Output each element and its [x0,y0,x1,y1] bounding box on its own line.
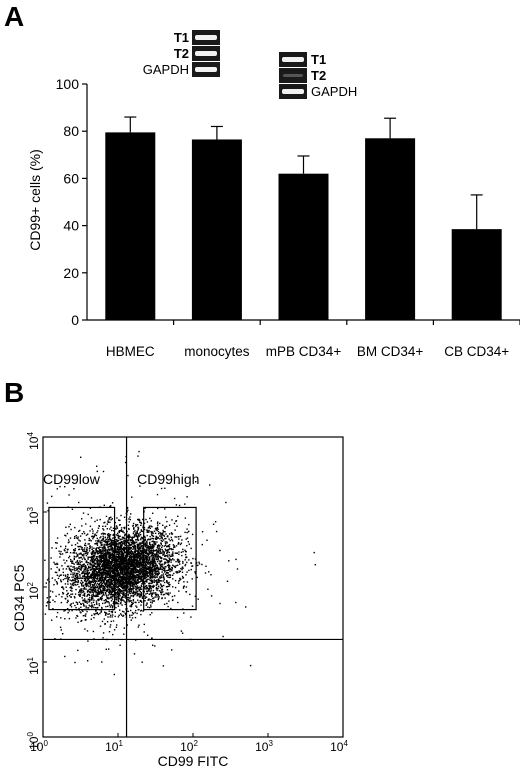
bar-y-axis-label: CD99+ cells (%) [27,149,43,251]
bar-category-label: mPB CD34+ [266,344,342,359]
bar-y-tick-label: 100 [56,76,80,92]
gel-band [282,89,304,94]
gel-band [282,57,304,62]
gel-band-faint [283,74,303,77]
gel-row-label: T2 [311,68,326,83]
bar-category-label: BM CD34+ [357,344,424,359]
flow-y-tick-label: 104 [26,432,41,450]
bar-y-tick-label: 80 [63,123,79,139]
gel-row-label: T1 [311,52,326,67]
flow-x-axis-label: CD99 FITC [158,753,229,769]
bar-cb-cd34- [452,229,502,320]
bar-hbmec [105,132,155,320]
bar-category-label: HBMEC [106,344,155,359]
flow-y-axis-label: CD34 PC5 [11,564,27,631]
flow-y-tick-label: 103 [26,507,41,525]
gel-row-label: GAPDH [311,84,357,99]
bar-y-tick-label: 20 [63,265,79,281]
panel-b-letter: B [4,377,24,408]
flow-x-tick-label: 104 [330,739,348,754]
gate-label-cd99high: CD99high [137,471,199,487]
bar-y-tick-label: 40 [63,218,79,234]
bar-mpb-cd34- [279,174,329,320]
bar-category-label: CB CD34+ [444,344,509,359]
gel-band [195,35,217,40]
flow-x-tick-label: 103 [255,739,273,754]
panel-a-letter: A [4,1,24,32]
gel-row-label: T1 [174,30,189,45]
flow-y-tick-label: 101 [26,657,41,675]
flow-x-tick-label: 102 [180,739,198,754]
gel-band [195,67,217,72]
flow-x-tick-label: 101 [105,739,123,754]
gel-band [195,51,217,56]
gel-row-label: GAPDH [143,62,189,77]
gate-label-cd99low: CD99low [43,471,101,487]
flow-y-tick-label: 100 [26,732,41,750]
flow-cytometry-plot: CD99 FITC CD34 PC5 CD99low CD99high 100 101… [11,432,348,769]
bar-y-tick-label: 0 [71,312,79,328]
bar-category-label: monocytes [184,344,250,359]
gel-row-label: T2 [174,46,189,61]
bar-y-tick-label: 60 [63,170,79,186]
bar-bm-cd34- [365,138,415,320]
bar-chart: CD99+ cells (%) 0 20 40 60 80 100 HBMEC monocyt… [27,76,520,359]
flow-y-tick-label: 102 [26,582,41,600]
bar-monocytes [192,139,242,320]
